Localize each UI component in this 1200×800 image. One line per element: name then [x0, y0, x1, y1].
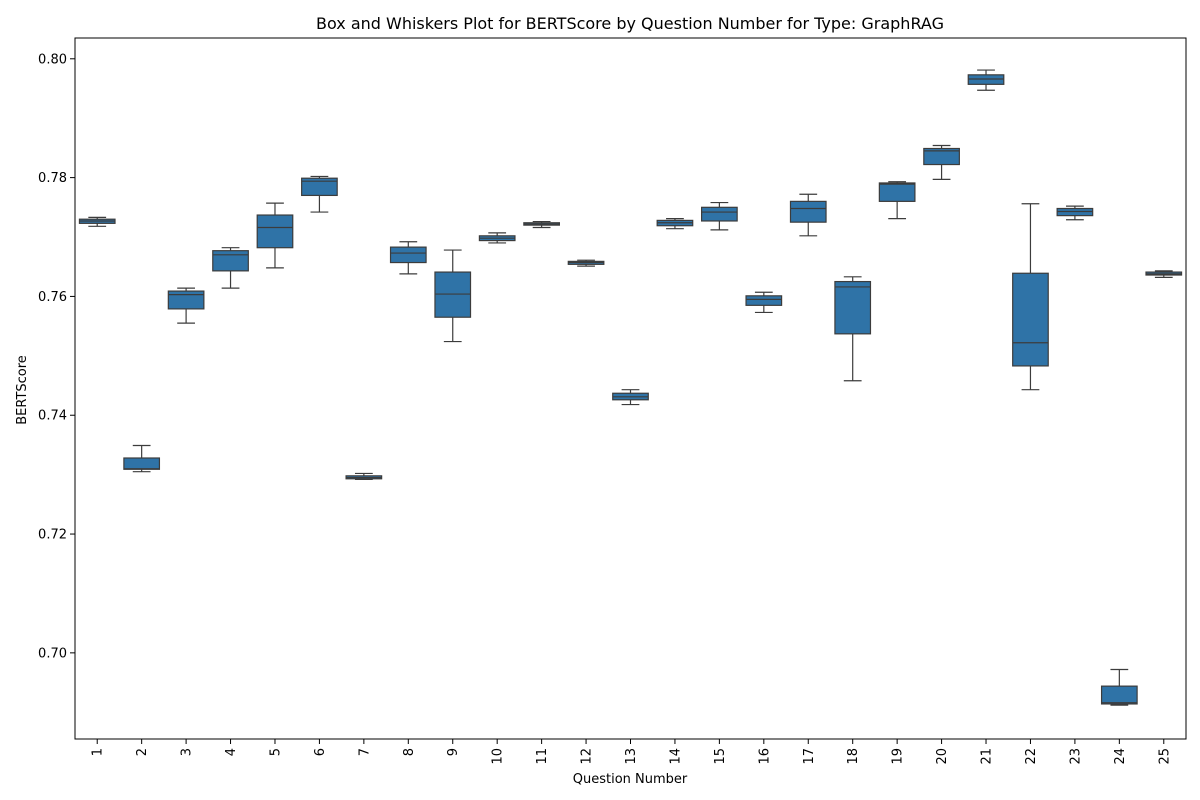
x-tick-label: 24: [1113, 748, 1128, 765]
box-group-q20: [923, 144, 960, 180]
x-tick-label: 10: [491, 748, 506, 765]
box-group-q5: [256, 202, 294, 269]
x-tick-label: 2: [135, 748, 150, 756]
box-group-q3: [167, 287, 205, 324]
x-tick-label: 20: [935, 748, 950, 765]
x-axis-label: Question Number: [573, 772, 688, 787]
box-group-q13: [612, 389, 649, 406]
box-group-q6: [301, 175, 338, 213]
x-tick-label: 8: [402, 748, 417, 756]
box-group-q16: [745, 291, 783, 314]
x-tick-label: 4: [224, 748, 239, 756]
iqr-box: [212, 250, 249, 272]
x-tick-label: 17: [802, 748, 817, 765]
x-tick-label: 23: [1068, 748, 1083, 765]
box-group-q22: [1012, 203, 1049, 391]
y-tick-label: 0.70: [38, 646, 67, 661]
box-group-q8: [389, 241, 427, 275]
iqr-box: [123, 457, 161, 470]
y-tick-label: 0.76: [38, 290, 67, 305]
box-group-q17: [789, 193, 827, 237]
box-group-q23: [1056, 205, 1094, 221]
x-tick-label: 13: [624, 748, 639, 765]
box-group-q14: [656, 217, 694, 230]
box-group-q12: [567, 259, 605, 267]
iqr-box: [789, 200, 827, 223]
x-tick-label: 1: [91, 748, 106, 756]
iqr-box: [834, 280, 872, 335]
y-tick-label: 0.80: [38, 52, 67, 67]
box-group-q15: [701, 201, 738, 231]
x-tick-label: 18: [846, 748, 861, 765]
chart-title: Box and Whiskers Plot for BERTScore by Q…: [316, 14, 944, 33]
x-tick-label: 12: [580, 748, 595, 765]
box-group-q2: [123, 444, 161, 473]
iqr-box: [878, 182, 916, 202]
box-group-q19: [878, 181, 916, 220]
box-group-q18: [834, 276, 872, 382]
y-tick-label: 0.72: [38, 528, 67, 543]
x-tick-label: 11: [535, 748, 550, 765]
plot-frame: [74, 37, 1187, 740]
iqr-box: [389, 246, 427, 264]
iqr-box: [301, 177, 338, 197]
box-group-q21: [967, 69, 1005, 91]
box-group-q24: [1100, 668, 1138, 706]
iqr-box: [923, 147, 960, 166]
y-tick-label: 0.74: [38, 409, 67, 424]
x-tick-label: 21: [980, 748, 995, 765]
box-group-q7: [345, 472, 383, 480]
iqr-box: [167, 290, 205, 310]
box-group-q25: [1145, 270, 1183, 279]
x-tick-label: 14: [668, 748, 683, 765]
iqr-box: [1012, 272, 1049, 367]
x-tick-label: 15: [713, 748, 728, 765]
x-tick-label: 7: [357, 748, 372, 756]
x-tick-label: 5: [268, 748, 283, 756]
box-group-q10: [478, 232, 516, 244]
iqr-box: [1100, 685, 1138, 705]
x-tick-label: 3: [180, 748, 195, 756]
box-group-q9: [434, 249, 472, 343]
iqr-box: [701, 206, 738, 222]
x-tick-label: 25: [1157, 748, 1172, 765]
y-tick-label: 0.78: [38, 171, 67, 186]
box-group-q11: [523, 220, 560, 229]
x-tick-label: 19: [891, 748, 906, 765]
x-tick-label: 22: [1024, 748, 1039, 765]
y-axis-label: BERTScore: [15, 355, 30, 425]
plot-area: [78, 69, 1183, 706]
iqr-box: [256, 214, 294, 249]
x-tick-label: 16: [757, 748, 772, 765]
box-group-q4: [212, 247, 249, 289]
x-tick-label: 6: [313, 748, 328, 756]
box-group-q1: [78, 216, 116, 227]
x-tick-label: 9: [446, 748, 461, 756]
iqr-box: [745, 295, 783, 306]
